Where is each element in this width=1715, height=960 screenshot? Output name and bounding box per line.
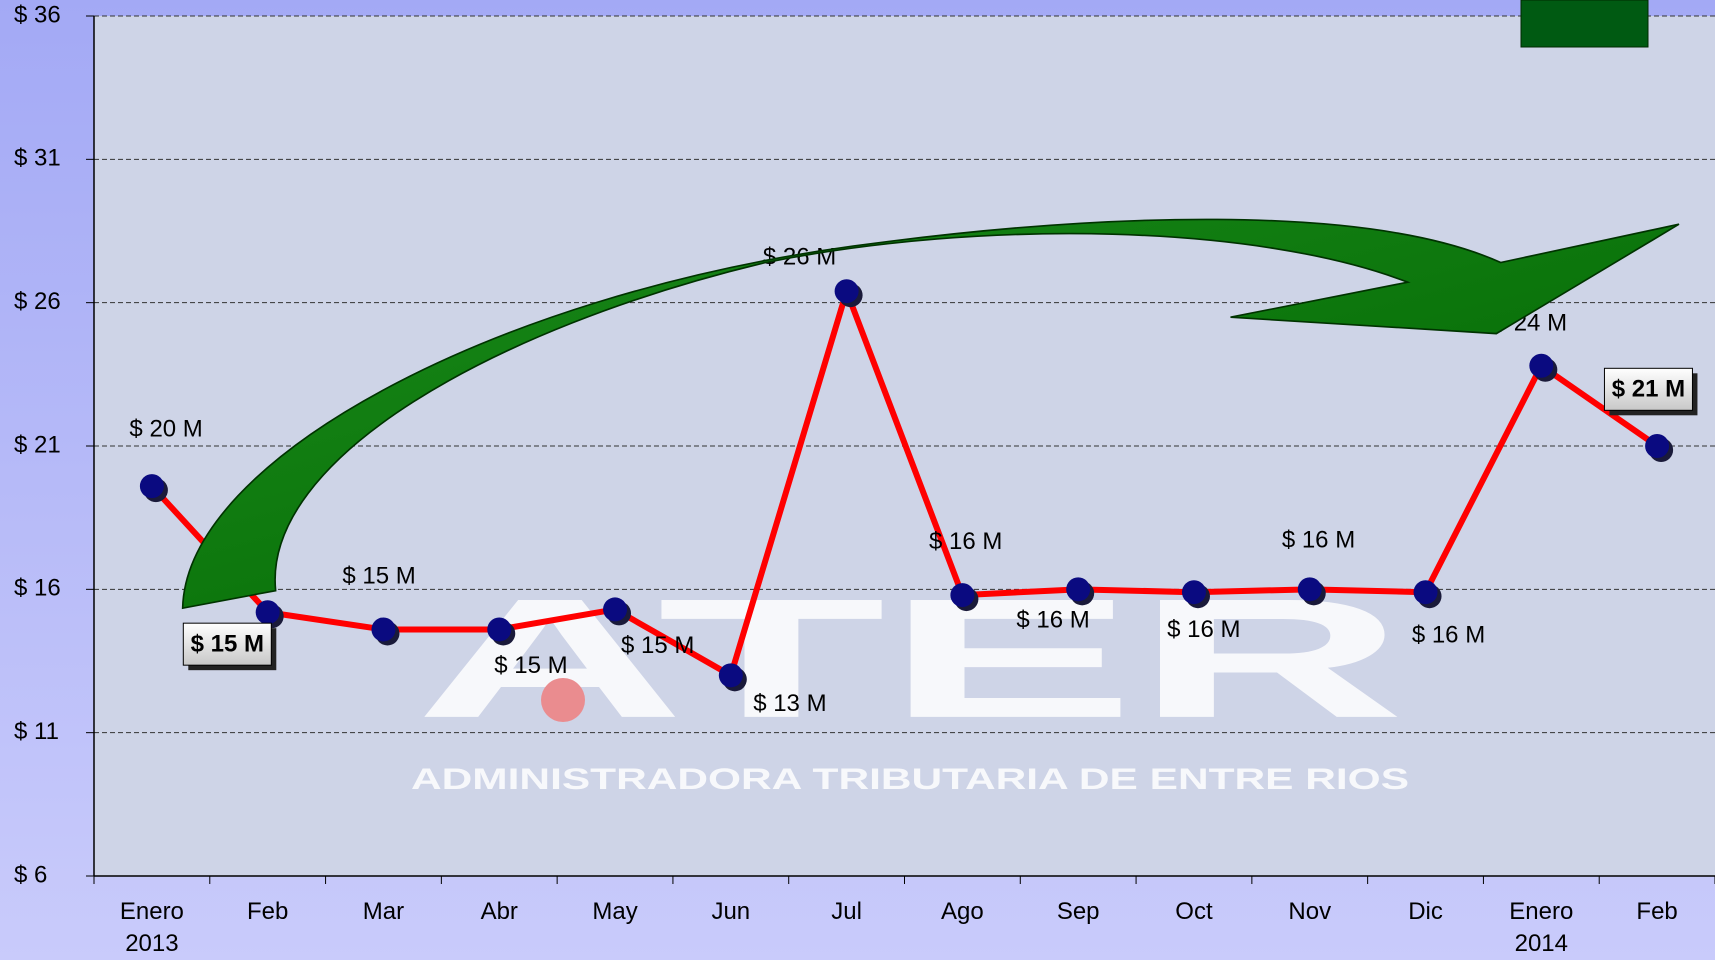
x-tick-label: Enero 2014 bbox=[1509, 898, 1574, 957]
x-tick-label: Jun bbox=[711, 898, 751, 925]
arrow bbox=[181, 218, 1680, 610]
marker bbox=[255, 600, 280, 625]
marker bbox=[1645, 434, 1670, 458]
value-label: $ 16 M bbox=[1282, 527, 1355, 554]
value-label: $ 16 M bbox=[1412, 621, 1485, 648]
marker bbox=[603, 597, 628, 622]
value-label: $ 15 M bbox=[494, 652, 567, 679]
y-tick-label: $ 16 bbox=[14, 575, 61, 602]
watermark: ATER ADMINISTRADORA TRIBUTARIA DE ENTRE … bbox=[411, 564, 1409, 796]
marker bbox=[1066, 577, 1091, 602]
x-tick-label: Feb bbox=[1636, 898, 1678, 925]
x-tick-label: Ago bbox=[941, 898, 984, 925]
marker bbox=[139, 474, 164, 499]
x-tick-label: Jul bbox=[831, 898, 862, 925]
watermark-subtitle: ADMINISTRADORA TRIBUTARIA DE ENTRE RIOS bbox=[411, 763, 1409, 796]
value-label: $ 16 M bbox=[1016, 606, 1089, 633]
marker bbox=[718, 663, 743, 688]
x-tick-label: Mar bbox=[362, 898, 405, 925]
marker bbox=[1181, 580, 1206, 605]
watermark-dot bbox=[541, 678, 585, 722]
corner-box bbox=[1520, 0, 1649, 48]
x-tick-label: Enero 2013 bbox=[119, 898, 184, 957]
x-tick-label: Sep bbox=[1056, 898, 1100, 925]
watermark-logo: ATER bbox=[415, 564, 1405, 754]
value-label: $ 15 M bbox=[621, 632, 694, 659]
value-label: $ 26 M bbox=[763, 244, 836, 271]
marker bbox=[1529, 353, 1554, 378]
line bbox=[149, 288, 1659, 679]
value-label: $ 16 M bbox=[929, 528, 1002, 555]
value-label: $ 13 M bbox=[753, 690, 826, 717]
marker bbox=[950, 583, 975, 608]
label-box bbox=[1603, 367, 1693, 411]
y-tick-label: $ 6 bbox=[14, 861, 47, 888]
x-tick-label: Nov bbox=[1288, 898, 1332, 925]
y-tick-label: $ 11 bbox=[14, 718, 59, 745]
x-tick-label: May bbox=[592, 898, 638, 925]
label-box bbox=[182, 622, 272, 666]
x-tick-label: Feb bbox=[246, 898, 289, 925]
y-tick-label: $ 36 bbox=[14, 1, 61, 28]
marker bbox=[834, 279, 859, 304]
marker bbox=[1297, 577, 1322, 602]
x-tick-label: Dic bbox=[1408, 898, 1443, 925]
value-label: $ 20 M bbox=[129, 416, 202, 443]
value-label: $ 16 M bbox=[1167, 616, 1240, 643]
y-tick-label: $ 31 bbox=[14, 145, 61, 172]
marker bbox=[1413, 580, 1438, 605]
y-tick-label: $ 26 bbox=[14, 288, 61, 315]
x-tick-label: Oct bbox=[1175, 898, 1213, 925]
value-label: $ 15 M bbox=[342, 562, 415, 589]
value-label: $ 21 M bbox=[1612, 376, 1685, 403]
y-tick-label: $ 21 bbox=[14, 431, 61, 458]
marker bbox=[487, 617, 512, 642]
x-tick-label: Abr bbox=[480, 898, 518, 925]
value-label: $ 15 M bbox=[191, 631, 264, 658]
marker bbox=[371, 617, 396, 642]
